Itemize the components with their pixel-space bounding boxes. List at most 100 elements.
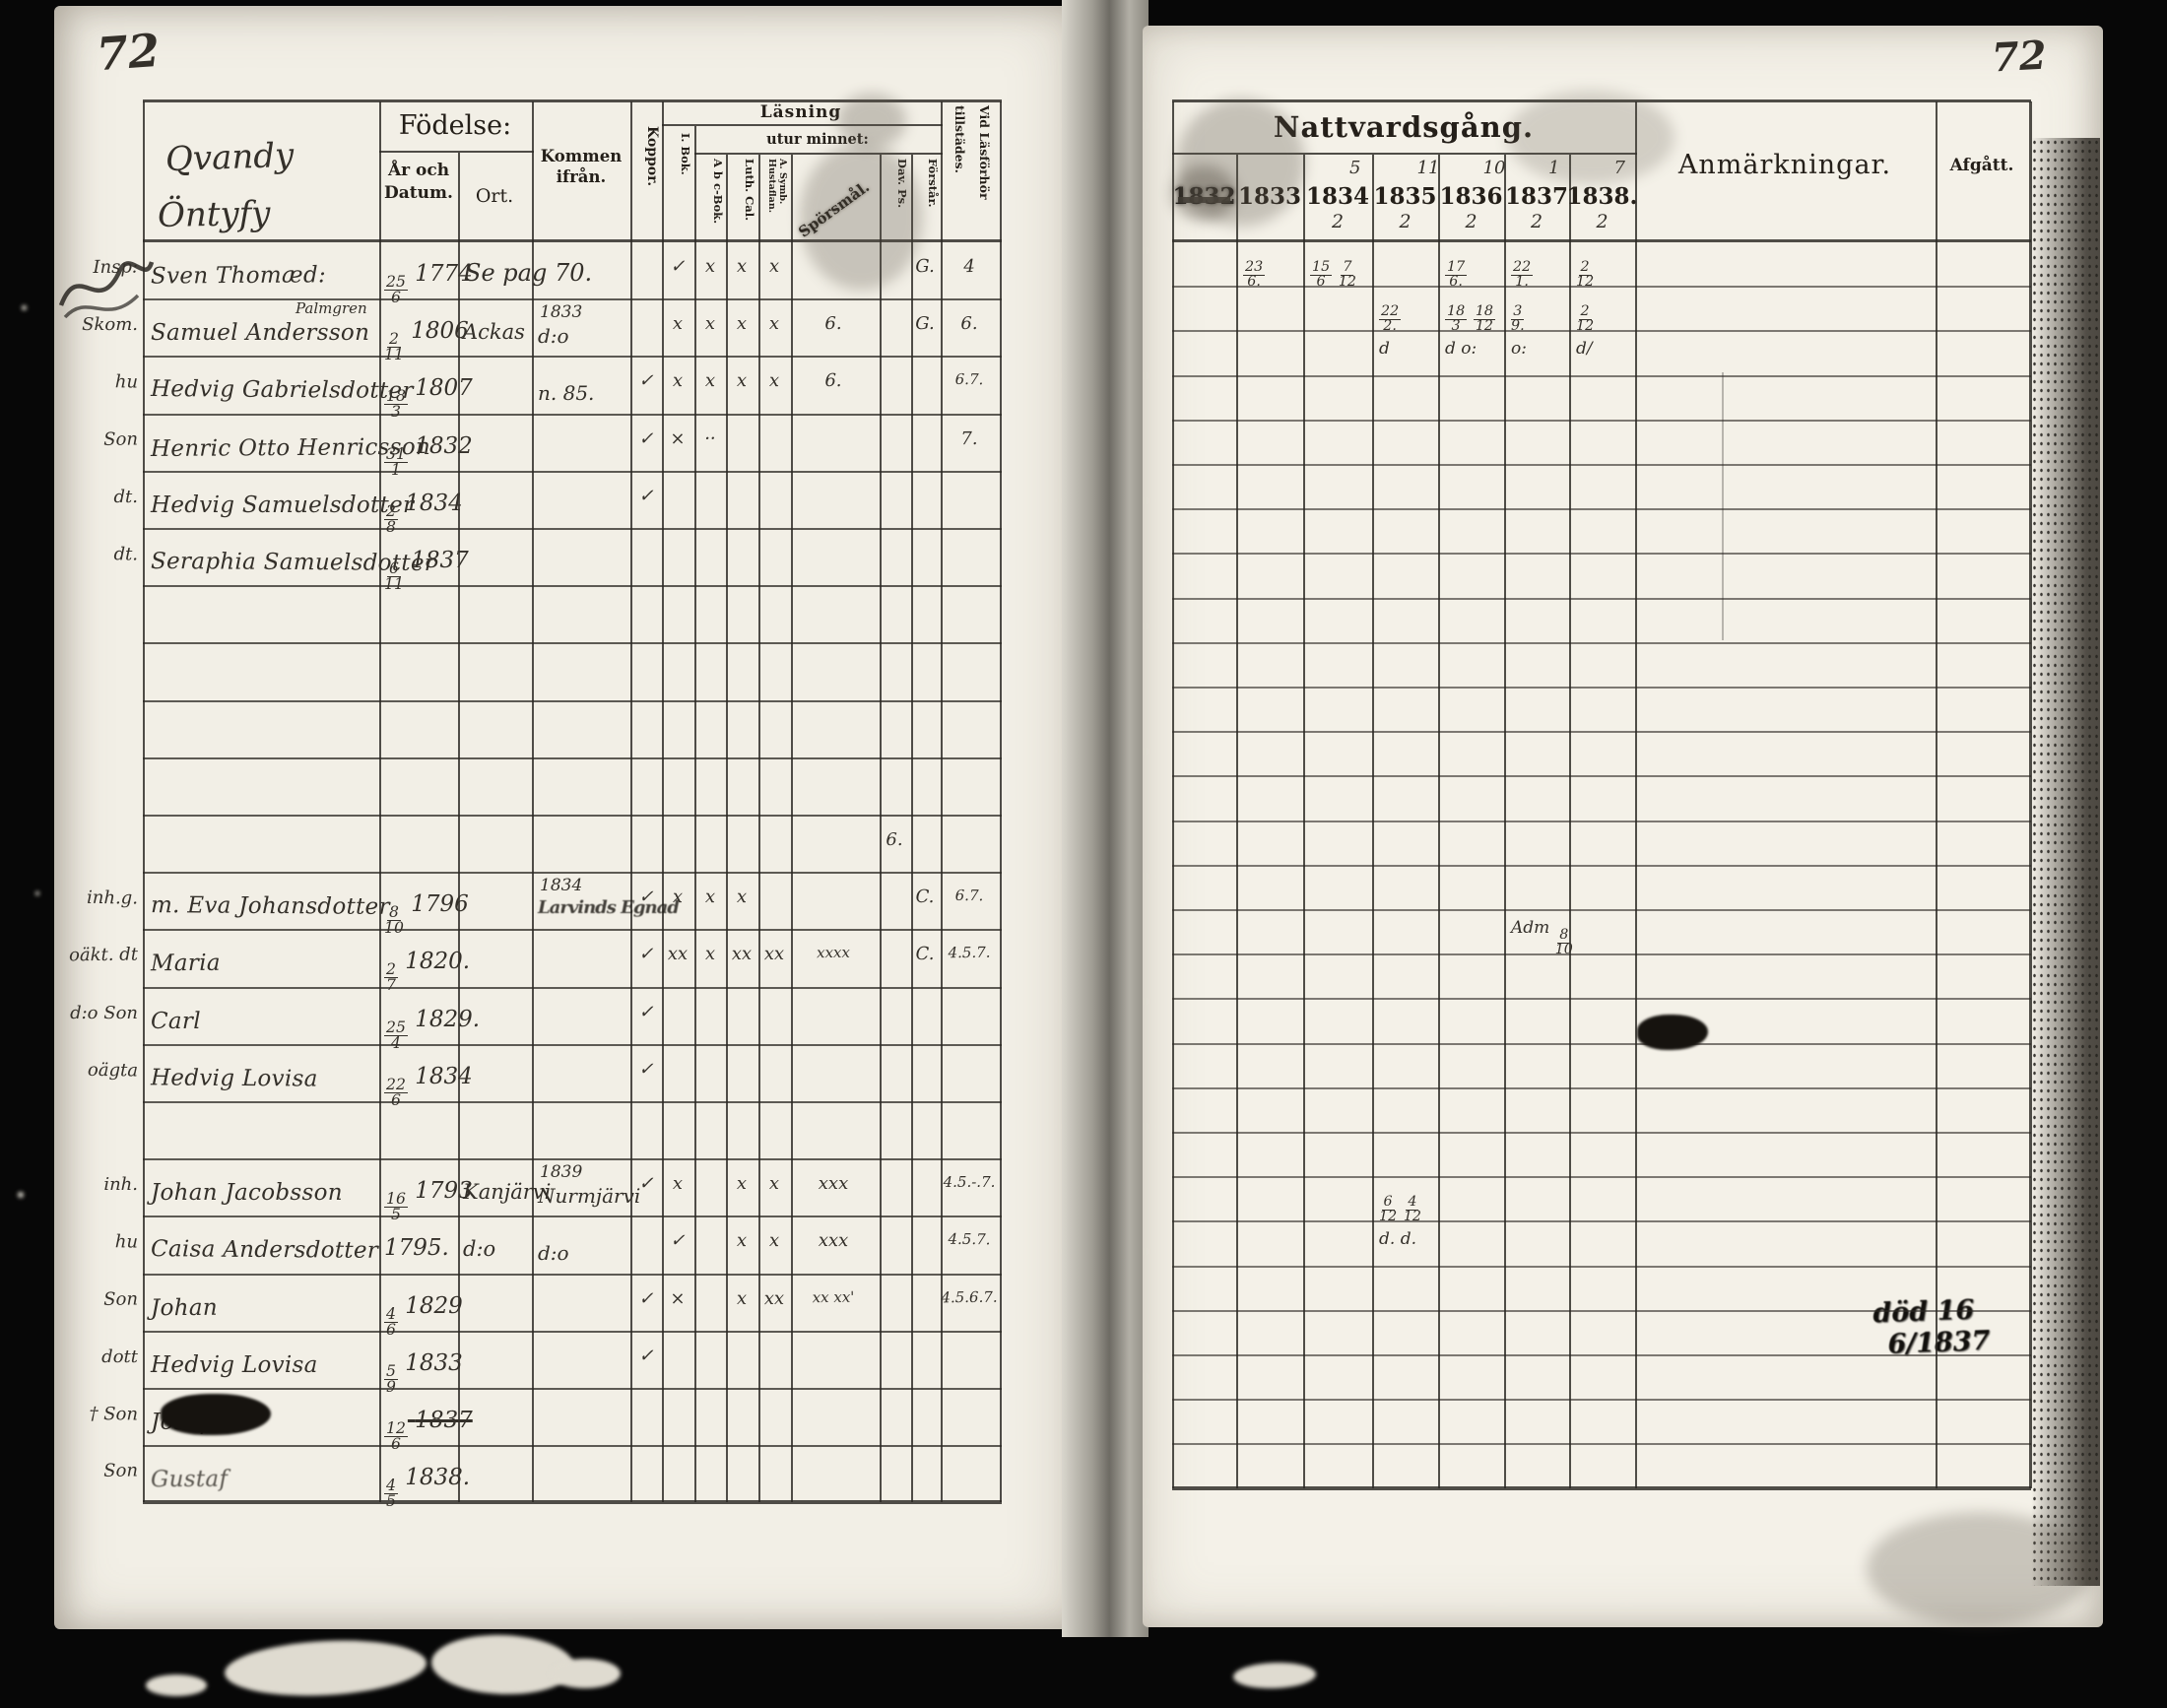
reading-mark: x (736, 1173, 748, 1195)
row-line (1172, 420, 2031, 422)
header-vid-lasforhor: Vid Läsförhör tillstädes. (952, 105, 992, 200)
row-line (1172, 1043, 2031, 1045)
header-lasning: Läsning (759, 102, 842, 122)
row-line (1172, 1087, 2031, 1089)
communion-entry: 22 2. (1379, 291, 1402, 334)
reading-mark: x (768, 256, 780, 278)
reading-mark: ✓ (638, 1346, 654, 1367)
communion-entry: 2 12 (1576, 291, 1594, 333)
reading-mark: x (768, 370, 780, 392)
date-fraction: 22 6 (384, 1075, 408, 1110)
paper-stain (1507, 91, 1674, 184)
year-label: 1834 (1305, 183, 1370, 210)
reading-mark: x (704, 944, 716, 965)
arrival-year: 1839 (540, 1162, 583, 1182)
date-fraction: 22 2. (1379, 303, 1402, 334)
birth-year: 1837 (411, 548, 469, 574)
bottom-tear (429, 1632, 576, 1697)
reading-mark: x (736, 1230, 748, 1252)
reading-mark: 4 (963, 256, 975, 278)
row-line (1172, 865, 2031, 867)
birth-year: 1796 (411, 891, 469, 918)
year-label: 1833 (1237, 183, 1302, 210)
afgatt-note: död 16 6/1837 (1872, 1294, 1991, 1362)
bottom-tear (146, 1675, 207, 1696)
reading-mark: 6. (824, 313, 842, 335)
row-line (1172, 598, 2031, 600)
communion-entry: d/ (1576, 335, 1593, 359)
paper-stain (1867, 1512, 2093, 1625)
date-fraction: 8 10 (384, 902, 404, 938)
communion-entry: 22 1. (1511, 246, 1534, 289)
row-line (1172, 1220, 2031, 1222)
film-speck (35, 891, 39, 895)
birth-place: d:o (463, 1237, 496, 1262)
person-name: m. Eva Johansdotter (150, 892, 390, 921)
birth-date: 12 6 1837 (384, 1408, 473, 1452)
reading-mark: ✓ (638, 428, 654, 450)
column-line (532, 101, 534, 1502)
birth-year: 1820. (405, 949, 471, 975)
margin-label: Skom. (82, 314, 138, 335)
bottom-tear (1232, 1661, 1317, 1690)
header-line (662, 124, 943, 126)
reading-mark: x (672, 887, 684, 908)
column-line (630, 101, 632, 1502)
hand-text: d/ (1576, 339, 1593, 359)
arrival-note: Larvinds Egnad (538, 897, 680, 918)
person-name: Hedvig Gabrielsdotter (150, 376, 414, 405)
row-line (1172, 1399, 2031, 1401)
row-line (1172, 687, 2031, 689)
reading-mark: G. (915, 313, 935, 335)
reading-mark: ✓ (638, 944, 654, 965)
ink-stain (1172, 165, 1236, 221)
left-page-paper (54, 6, 1069, 1629)
reading-mark: x (704, 370, 716, 392)
date-fraction: 2 11 (384, 329, 404, 364)
row-line (1172, 1310, 2031, 1312)
date-fraction: 25 6 (384, 272, 408, 307)
column-line (911, 155, 913, 1502)
ink-blot (1637, 1015, 1708, 1050)
date-fraction: 6 11 (384, 558, 404, 594)
row-line (143, 298, 1002, 300)
year-label: 1836 (1439, 183, 1503, 210)
birth-date: 18 3 1807 (384, 375, 473, 420)
column-line (379, 101, 381, 1502)
reading-mark: ✓ (670, 256, 686, 278)
header-reading-col: A. Symb. Hustaflan. (766, 159, 788, 214)
paper-stain (837, 94, 906, 148)
header-reading-col: Förstår. (926, 159, 940, 208)
margin-label: Son (103, 1460, 139, 1481)
header-anmarkningar: Anmärkningar. (1677, 150, 1892, 180)
year-subscript: 2 (1596, 211, 1609, 232)
year-superscript: 5 (1349, 158, 1361, 178)
communion-entry: 15 6 7 12 (1310, 246, 1356, 289)
date-fraction: 31 1 (384, 444, 408, 480)
birth-year: 1834 (405, 491, 463, 517)
row-line (143, 585, 1002, 587)
date-fraction: 3 9. (1511, 303, 1525, 334)
header-line (143, 239, 1002, 242)
header-nattvardsgang: Nattvardsgång. (1273, 110, 1535, 144)
row-line (1172, 953, 2031, 955)
reading-mark: ✓ (638, 370, 654, 392)
date-fraction: 2 12 (1576, 259, 1595, 290)
cross-column-note: Se pag 70. (465, 259, 593, 288)
communion-entry: o: (1511, 335, 1527, 359)
column-line (791, 155, 793, 1502)
reading-mark: xx xx' (812, 1287, 855, 1307)
ink-blot (161, 1394, 271, 1435)
arrival-year: 1834 (540, 876, 583, 895)
column-line (726, 155, 728, 1502)
reading-mark: ✓ (670, 1230, 686, 1252)
column-line (941, 101, 943, 1502)
row-line (143, 642, 1002, 644)
reading-mark: xxx (818, 1229, 849, 1252)
row-line (1172, 1176, 2031, 1178)
row-line (143, 471, 1002, 473)
reading-mark: xxx (818, 1173, 849, 1195)
birth-date: 2 11 1806 (384, 318, 469, 362)
